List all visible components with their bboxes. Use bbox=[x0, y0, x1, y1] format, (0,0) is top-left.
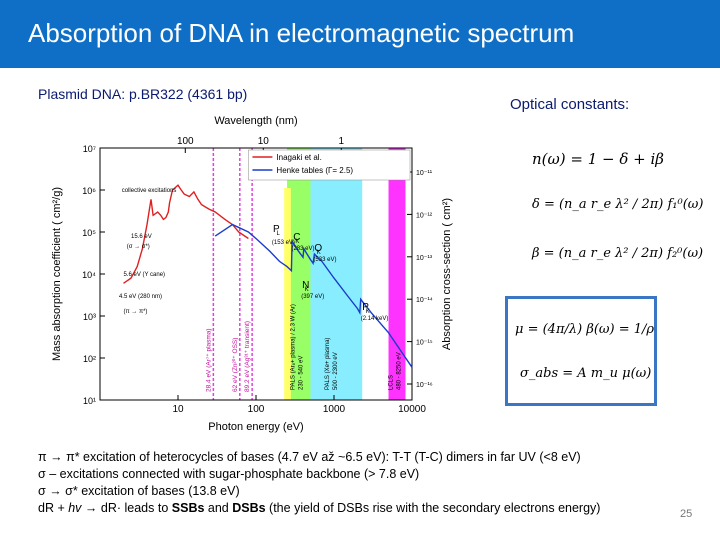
y2-tick-label: 10⁻¹¹ bbox=[416, 170, 433, 177]
y2-tick-label: 10⁻¹⁵ bbox=[416, 340, 433, 347]
annotation: K bbox=[317, 250, 321, 256]
annotation: (283 eV) bbox=[291, 246, 314, 252]
top-tick-label: 1 bbox=[339, 136, 345, 147]
y-axis-label: Mass absorption coefficient ( cm²/g) bbox=[51, 187, 63, 361]
y-tick-label: 10³ bbox=[83, 312, 96, 322]
eq-mu-text: μ = (4π/λ) β(ω) = 1/ρ bbox=[515, 322, 655, 337]
note-text: hv bbox=[68, 501, 82, 515]
equation-mu: μ = (4π/λ) β(ω) = 1/ρ bbox=[515, 322, 654, 337]
band-sublabel: 500 - 2300 eV bbox=[333, 352, 339, 390]
equation-refractive-index: n(ω) = 1 − δ + iβ bbox=[532, 150, 664, 168]
y-tick-label: 10⁶ bbox=[82, 186, 96, 196]
eq-sigma-text: σ_abs = A m_u μ(ω) bbox=[520, 366, 652, 381]
annotation: collective excitations bbox=[122, 188, 177, 194]
wavelength-marker-label: 89.2 eV (Ag³¹⁺ transient) bbox=[244, 321, 251, 392]
y-tick-label: 10⁵ bbox=[82, 228, 96, 238]
wavelength-marker-label: 62 eV (Zn²⁰⁺ OSS) bbox=[231, 338, 239, 392]
note-text: (the yield of DSBs rise with the seconda… bbox=[265, 501, 601, 515]
y2-axis-label: Absorption cross-section ( cm²) bbox=[441, 198, 453, 350]
y2-tick-label: 10⁻¹³ bbox=[416, 255, 433, 262]
eq-beta-text: β = (n_a r_e λ² / 2π) f₂⁰(ω) bbox=[532, 246, 704, 261]
annotation: O bbox=[314, 243, 322, 254]
equation-beta: β = (n_a r_e λ² / 2π) f₂⁰(ω) bbox=[532, 246, 703, 261]
annotation: (397 eV) bbox=[301, 294, 324, 300]
notes: π → π* excitation of heterocycles of bas… bbox=[38, 449, 600, 517]
annotation: K bbox=[295, 239, 299, 245]
annotation: K bbox=[366, 309, 370, 315]
page-title: Absorption of DNA in electromagnetic spe… bbox=[28, 18, 575, 48]
annotation: P bbox=[273, 224, 280, 235]
y2-tick-label: 10⁻¹⁶ bbox=[416, 382, 433, 389]
dsb-term: DSBs bbox=[232, 501, 266, 515]
x-tick-label: 1000 bbox=[323, 404, 346, 415]
band-sublabel: 230 - 540 eV bbox=[298, 356, 304, 390]
series-line bbox=[123, 184, 249, 284]
top-tick-label: 10 bbox=[258, 136, 270, 147]
annotation: 5.6 eV (Y cane) bbox=[123, 272, 165, 278]
note-line: σ – excitations connected with sugar-pho… bbox=[38, 467, 420, 481]
note-text: → dR· leads to bbox=[81, 501, 172, 515]
note-text: and bbox=[204, 501, 233, 515]
annotation: P bbox=[362, 302, 369, 313]
annotation: K bbox=[305, 287, 309, 293]
eq-n-text: n(ω) = 1 − δ + iβ bbox=[532, 150, 664, 168]
wavelength-marker-label: 28.4 eV (Ar⁷⁺ plasma) bbox=[205, 328, 212, 392]
band-label: PALS (Xe+ plasma) bbox=[325, 338, 331, 390]
equation-delta: δ = (n_a r_e λ² / 2π) f₁⁰(ω) bbox=[532, 197, 703, 212]
series-line bbox=[214, 223, 413, 368]
annotation: 4.5 eV (280 nm) bbox=[119, 294, 162, 300]
annotation: C bbox=[293, 232, 300, 243]
band-label: PALS (Ar₈+ plasma) / 2.3 W (Ar) bbox=[290, 304, 296, 390]
absorption-chart: PALS (Ar₈+ plasma) / 2.3 W (Ar) 230 - 540… bbox=[51, 115, 453, 433]
top-axis-label: Wavelength (nm) bbox=[214, 115, 297, 127]
page-number: 25 bbox=[680, 508, 693, 520]
annotation: (σ → σ*) bbox=[127, 244, 150, 250]
annotation: L bbox=[276, 231, 280, 237]
band-label: LCLS bbox=[388, 375, 394, 390]
annotation: 15.6 eV bbox=[131, 234, 152, 240]
note-line: σ → σ* excitation of bases (13.8 eV) bbox=[38, 484, 240, 498]
band-pals-ar bbox=[287, 148, 314, 400]
y-tick-label: 10² bbox=[83, 354, 96, 364]
band-lcls bbox=[388, 148, 406, 400]
x-tick-label: 10 bbox=[172, 404, 184, 415]
note-line-dsb: dR + hv → dR· leads to SSBs and DSBs (th… bbox=[38, 500, 600, 517]
x-axis-label: Photon energy (eV) bbox=[208, 421, 303, 433]
band-sublabel: 480 - 8250 eV bbox=[396, 352, 402, 390]
subtitle: Plasmid DNA: p.BR322 (4361 bp) bbox=[38, 86, 248, 102]
x-tick-label: 100 bbox=[248, 404, 265, 415]
y2-tick-label: 10⁻¹⁴ bbox=[416, 297, 433, 304]
ssb-term: SSBs bbox=[171, 501, 205, 515]
annotation: N bbox=[302, 280, 309, 291]
annotation: (2.14 keV) bbox=[361, 316, 389, 322]
annotation: (π → π*) bbox=[123, 309, 147, 315]
band-pals-xe bbox=[310, 148, 363, 400]
top-tick-label: 100 bbox=[177, 136, 194, 147]
legend-entry: Henke tables (Γ= 2.5) bbox=[276, 166, 353, 175]
equation-box bbox=[505, 296, 657, 406]
x-tick-label: 10000 bbox=[398, 404, 426, 415]
y2-tick-label: 10⁻¹² bbox=[416, 212, 433, 219]
annotation: (153 eV) bbox=[272, 240, 295, 246]
y-tick-label: 10⁷ bbox=[83, 144, 96, 154]
optical-constants-label: Optical constants: bbox=[510, 96, 630, 113]
legend-entry: Inagaki et al. bbox=[276, 153, 321, 162]
y-tick-label: 10¹ bbox=[83, 396, 96, 406]
note-line: π → π* excitation of heterocycles of bas… bbox=[38, 450, 581, 464]
note-text: dR + bbox=[38, 501, 69, 515]
equation-sigma: σ_abs = A m_u μ(ω) bbox=[520, 366, 651, 381]
eq-delta-text: δ = (n_a r_e λ² / 2π) f₁⁰(ω) bbox=[532, 197, 704, 212]
legend-box bbox=[248, 149, 411, 181]
y-tick-label: 10⁴ bbox=[82, 270, 96, 280]
band-yellow bbox=[284, 188, 291, 400]
annotation: (533 eV) bbox=[313, 257, 336, 263]
title-bar: Absorption of DNA in electromagnetic spe… bbox=[0, 0, 720, 68]
